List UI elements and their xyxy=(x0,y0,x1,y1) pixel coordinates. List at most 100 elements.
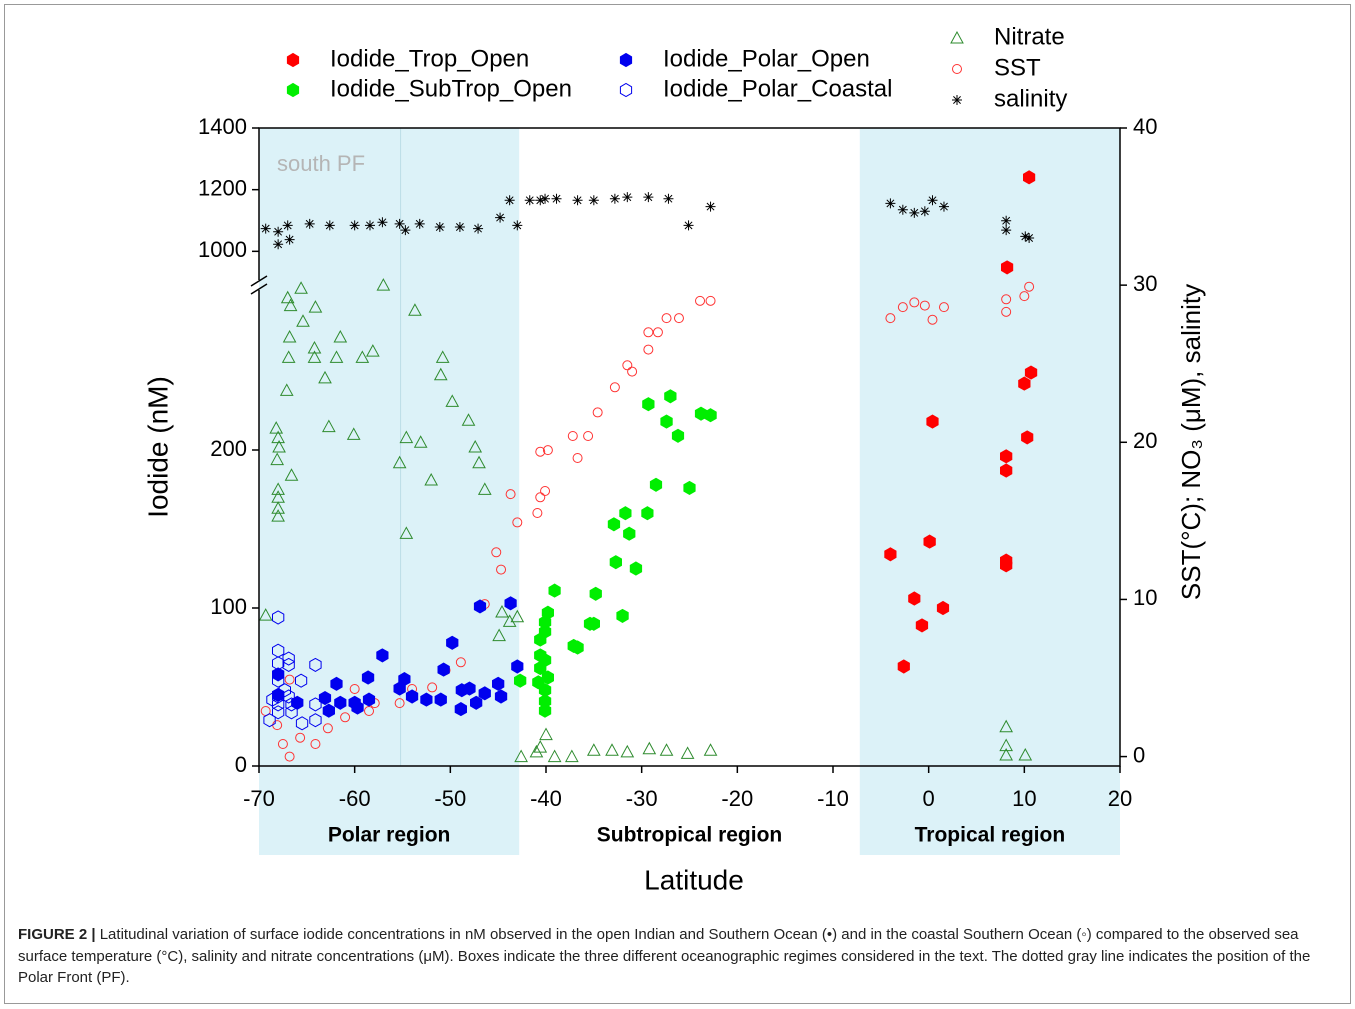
hexagon-marker xyxy=(1018,376,1031,391)
triangle-marker xyxy=(280,290,295,304)
hexagon-marker xyxy=(1000,449,1013,464)
hexagon-marker xyxy=(463,681,476,696)
triangle-marker xyxy=(1018,747,1033,761)
hexagon-marker xyxy=(694,406,708,421)
circle-marker xyxy=(295,732,306,743)
hexagon-marker xyxy=(330,676,343,691)
x-tick-label: 20 xyxy=(1108,786,1132,811)
hexagon-marker xyxy=(278,683,291,698)
hexagon-marker xyxy=(494,689,508,704)
star-marker xyxy=(349,220,360,231)
hexagon-marker xyxy=(272,610,285,625)
star-marker xyxy=(572,195,583,206)
hexagon-marker xyxy=(923,534,936,549)
triangle-marker xyxy=(376,278,391,291)
hexagon-marker xyxy=(926,414,939,429)
star-marker xyxy=(1001,215,1012,226)
triangle-marker xyxy=(547,749,562,763)
circle-marker xyxy=(938,302,949,313)
hexagon-marker xyxy=(470,695,483,710)
triangle-marker xyxy=(399,526,414,539)
circle-marker xyxy=(394,698,405,709)
hexagon-marker xyxy=(629,561,643,576)
region-box xyxy=(859,128,1120,855)
hexagon-marker xyxy=(263,713,276,728)
hexagon-marker xyxy=(589,586,602,601)
hexagon-marker xyxy=(446,635,459,650)
circle-marker xyxy=(652,327,663,338)
hexagon-marker xyxy=(286,52,300,68)
star-marker xyxy=(504,195,515,206)
star-marker xyxy=(524,195,535,206)
y-tick-label: 0 xyxy=(235,752,247,777)
circle-marker xyxy=(643,327,654,338)
region-label: Polar region xyxy=(328,824,451,847)
star-marker xyxy=(551,193,562,204)
star-marker xyxy=(540,193,551,204)
hexagon-marker xyxy=(538,624,552,639)
circle-marker xyxy=(1024,281,1035,292)
legend-label: SST xyxy=(994,54,1041,81)
hexagon-marker xyxy=(664,389,677,404)
triangle-marker xyxy=(642,741,657,755)
triangle-marker xyxy=(258,608,273,621)
y2-tick-label: 0 xyxy=(1133,742,1145,767)
triangle-marker xyxy=(605,743,619,756)
circle-marker xyxy=(695,295,706,306)
triangle-marker xyxy=(296,314,310,327)
triangle-marker xyxy=(620,744,635,758)
hexagon-marker xyxy=(309,657,322,672)
circle-marker xyxy=(542,445,553,456)
triangle-marker xyxy=(321,419,336,433)
legend-label: Iodide_Polar_Open xyxy=(663,45,870,72)
triangle-marker xyxy=(333,329,348,343)
hexagon-marker xyxy=(660,414,673,429)
hexagon-marker xyxy=(704,408,717,423)
circle-marker xyxy=(927,314,938,325)
triangle-marker xyxy=(279,383,294,396)
star-marker xyxy=(324,220,335,231)
hexagon-marker xyxy=(286,82,300,98)
caption-text: Latitudinal variation of surface iodide … xyxy=(18,926,1311,986)
hexagon-marker xyxy=(272,667,285,682)
hexagon-marker xyxy=(295,716,309,731)
axis-frame xyxy=(258,127,1121,767)
hexagon-marker xyxy=(1001,260,1014,275)
star-marker xyxy=(400,225,411,236)
hexagon-marker xyxy=(437,662,450,677)
hexagon-marker xyxy=(322,703,335,718)
circle-marker xyxy=(535,492,546,503)
circle-marker xyxy=(952,64,962,74)
hexagon-marker xyxy=(309,713,322,728)
x-tick-label: -50 xyxy=(434,786,466,811)
star-marker xyxy=(622,192,633,203)
y-axis-title: Iodide (nM) xyxy=(142,376,173,518)
hexagon-marker xyxy=(272,697,285,712)
triangle-marker xyxy=(999,719,1013,733)
pf-label: south PF xyxy=(277,151,365,176)
circle-marker xyxy=(592,407,603,418)
triangle-marker xyxy=(366,344,380,357)
circle-marker xyxy=(1019,291,1030,302)
circle-marker xyxy=(705,295,716,306)
x-tick-label: -60 xyxy=(339,786,371,811)
triangle-marker xyxy=(502,614,517,627)
axis-break xyxy=(250,275,268,295)
triangle-marker xyxy=(399,430,414,444)
circle-marker xyxy=(535,446,546,457)
hexagon-marker xyxy=(1023,170,1036,185)
circle-marker xyxy=(627,366,638,377)
hexagon-marker xyxy=(915,618,929,633)
hexagon-marker xyxy=(1000,558,1013,573)
triangle-marker xyxy=(433,367,448,381)
hexagon-marker xyxy=(538,694,552,709)
hexagon-marker xyxy=(454,702,467,717)
star-marker xyxy=(414,218,425,229)
x-tick-label: 0 xyxy=(923,786,935,811)
points-layer xyxy=(258,170,1038,763)
triangle-marker xyxy=(680,746,695,759)
star-marker xyxy=(683,220,694,231)
star-marker xyxy=(588,195,599,206)
hexagon-marker xyxy=(318,691,332,706)
